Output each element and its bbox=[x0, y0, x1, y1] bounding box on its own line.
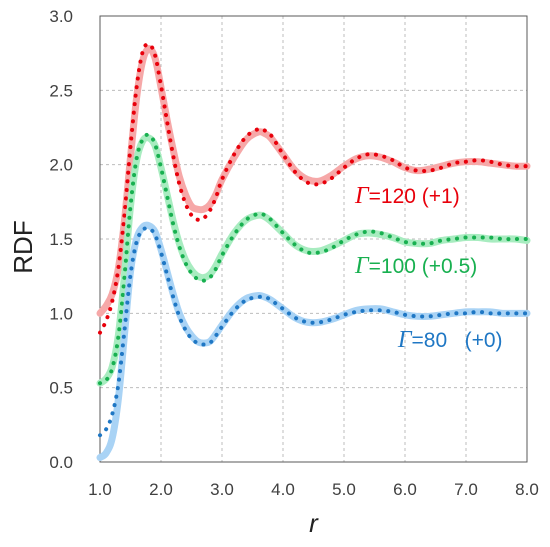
x-tick-label: 7.0 bbox=[454, 480, 478, 499]
annotation-gamma-120: Γ=120 (+1) bbox=[354, 183, 460, 209]
y-tick-label: 0.0 bbox=[49, 453, 73, 472]
annotation-symbol: Γ bbox=[354, 253, 370, 279]
y-tick-label: 2.0 bbox=[49, 156, 73, 175]
x-tick-label: 5.0 bbox=[332, 480, 356, 499]
y-axis-title: RDF bbox=[8, 220, 38, 273]
annotation-text: =100 (+0.5) bbox=[369, 255, 478, 278]
x-tick-label: 1.0 bbox=[88, 480, 112, 499]
series-dots-1 bbox=[98, 42, 529, 335]
x-axis-title: r bbox=[309, 508, 319, 538]
annotations: Γ=120 (+1) Γ=100 (+0.5) Γ=80 (+0) bbox=[354, 183, 532, 353]
x-tick-label: 2.0 bbox=[149, 480, 173, 499]
annotation-text: =120 (+1) bbox=[369, 185, 460, 208]
x-tick-label: 3.0 bbox=[210, 480, 234, 499]
x-tick-labels: 1.0 2.0 3.0 4.0 5.0 6.0 7.0 8.0 bbox=[88, 480, 539, 499]
x-tick-label: 4.0 bbox=[271, 480, 295, 499]
annotation-symbol: Γ bbox=[397, 327, 413, 353]
y-tick-label: 2.5 bbox=[49, 81, 73, 100]
y-tick-label: 0.5 bbox=[49, 379, 73, 398]
y-tick-label: 1.0 bbox=[49, 304, 73, 323]
x-tick-label: 8.0 bbox=[515, 480, 539, 499]
y-tick-label: 1.5 bbox=[49, 230, 73, 249]
annotation-symbol: Γ bbox=[354, 183, 370, 209]
x-tick-label: 6.0 bbox=[393, 480, 417, 499]
series-dots-5 bbox=[98, 226, 529, 438]
annotation-gamma-80: Γ=80 (+0) bbox=[357, 327, 532, 353]
series-layer bbox=[96, 42, 531, 462]
series-dots-3 bbox=[98, 132, 529, 386]
y-tick-label: 3.0 bbox=[49, 7, 73, 26]
annotation-gamma-100: Γ=100 (+0.5) bbox=[354, 253, 477, 279]
annotation-text: =80 (+0) bbox=[412, 329, 503, 352]
y-tick-labels: 0.0 0.5 1.0 1.5 2.0 2.5 3.0 bbox=[49, 7, 73, 472]
